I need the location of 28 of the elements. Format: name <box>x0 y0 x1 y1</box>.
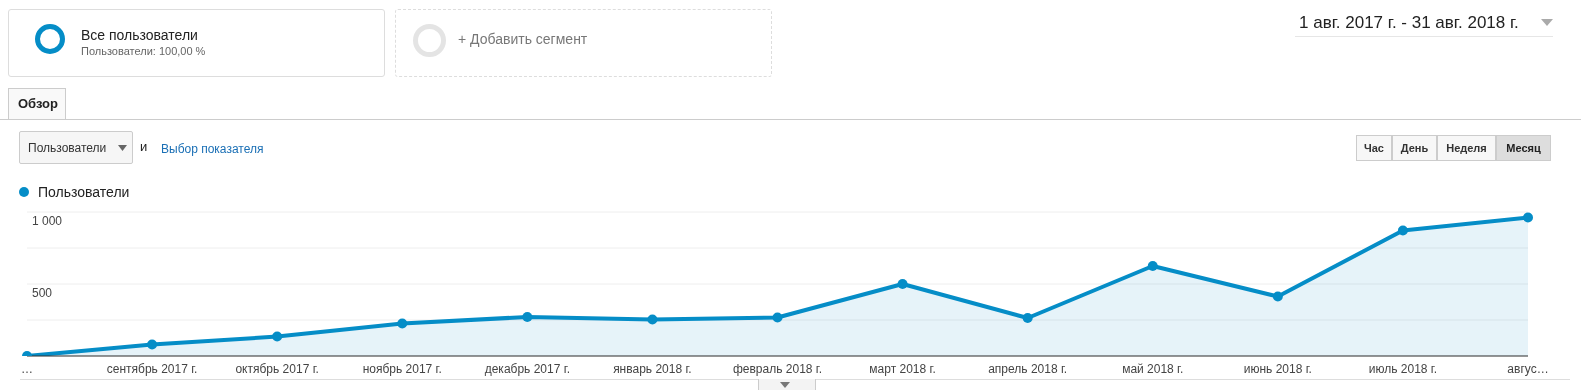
text: Час <box>1356 135 1392 161</box>
x-tick-label: ноябрь 2017 г. <box>362 361 442 376</box>
text: День <box>1392 135 1437 161</box>
x-tick-label: … <box>21 361 33 376</box>
x-tick-label: декабрь 2017 г. <box>484 361 570 376</box>
x-tick-label: март 2018 г. <box>869 361 936 376</box>
text: и <box>140 139 148 154</box>
x-tick-label: авгус… <box>1507 361 1549 376</box>
y-tick-label: 500 <box>32 286 53 300</box>
x-tick-label: апрель 2018 г. <box>988 361 1068 376</box>
y-tick-label: 1 000 <box>32 214 63 228</box>
text: Все пользователи <box>81 27 198 43</box>
x-tick-label: октябрь 2017 г. <box>235 361 319 376</box>
x-tick-label: июль 2018 г. <box>1368 361 1438 376</box>
text: Неделя <box>1437 135 1496 161</box>
text: + Добавить сегмент <box>458 31 588 47</box>
x-tick-label: февраль 2018 г. <box>732 361 823 376</box>
text: Месяц <box>1496 135 1551 161</box>
x-tick-label: январь 2018 г. <box>613 361 692 376</box>
text: Пользователи: 100,00 % <box>81 45 206 57</box>
x-tick-label: май 2018 г. <box>1122 361 1184 376</box>
x-tick-label: сентябрь 2017 г. <box>106 361 198 376</box>
text: 1 авг. 2017 г. - 31 авг. 2018 г. <box>1299 13 1519 33</box>
x-tick-label: июнь 2018 г. <box>1243 361 1312 376</box>
text: Обзор <box>18 96 58 111</box>
legend-label: Пользователи <box>38 184 130 200</box>
text: Пользователи <box>28 141 107 155</box>
text: Выбор показателя <box>161 142 264 156</box>
